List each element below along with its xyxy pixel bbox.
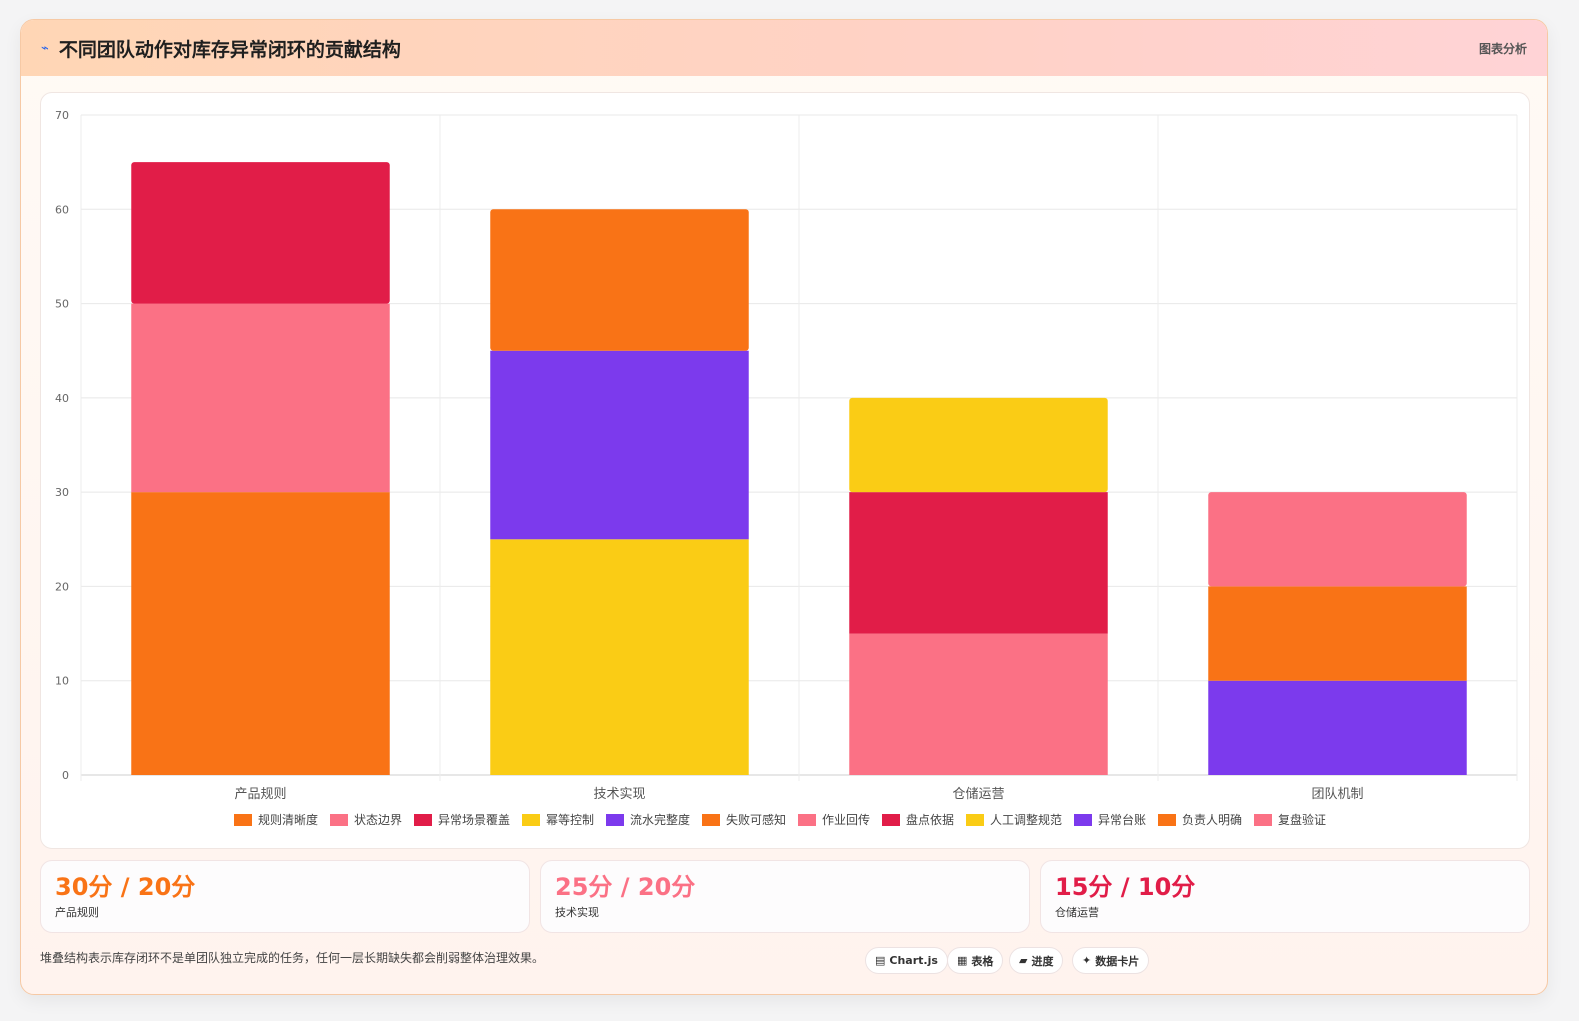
stat-label: 技术实现 (555, 906, 599, 919)
bar-segment (131, 303, 390, 493)
pill-data-cards[interactable]: ✦ 数据卡片 (1072, 947, 1150, 974)
page-title: 不同团队动作对库存异常闭环的贡献结构 (58, 38, 401, 61)
y-tick-label: 60 (55, 203, 69, 216)
x-tick-label: 产品规则 (234, 787, 286, 802)
analysis-panel: ⌁ 不同团队动作对库存异常闭环的贡献结构 图表分析 0 10 20 30 40 50 60 7… (20, 19, 1548, 995)
stat-value: 15分 / 10分 (1055, 873, 1196, 901)
pill-progress[interactable]: ▰ 进度 (1009, 947, 1064, 974)
y-tick-label: 0 (62, 769, 69, 782)
legend-label: 状态边界 (354, 813, 402, 827)
legend-label: 流水完整度 (630, 812, 690, 827)
bar-segment (1208, 586, 1467, 681)
bar-segment (849, 397, 1108, 493)
legend-label: 作业回传 (822, 812, 870, 827)
legend-swatch (234, 814, 252, 826)
chart-card: 0 10 20 30 40 50 60 70 产品规则 技术实现 仓储运营 团队机制规则清晰度 状态边界… (40, 92, 1530, 849)
bar-segment (1208, 680, 1467, 775)
legend-label: 幂等控制 (546, 813, 594, 827)
legend-label: 人工调整规范 (990, 812, 1062, 827)
bar-segment (1208, 492, 1467, 587)
stat-card-tech: 25分 / 20分 技术实现 (540, 860, 1030, 933)
chart-trend-icon: ⌁ (41, 40, 49, 56)
sparkle-icon: ✦ (1082, 954, 1092, 967)
pill-label: Chart.js (889, 954, 938, 967)
pill-chartjs[interactable]: ▤ Chart.js (865, 947, 948, 974)
stat-value: 30分 / 20分 (55, 873, 196, 901)
legend-swatch (606, 814, 624, 826)
x-tick-label: 团队机制 (1311, 787, 1363, 802)
pill-table[interactable]: ▦ 表格 (947, 947, 1004, 974)
legend-swatch (330, 814, 348, 826)
legend-swatch (966, 814, 984, 826)
legend-swatch (414, 814, 432, 826)
legend-label: 负责人明确 (1182, 813, 1242, 827)
y-tick-label: 10 (55, 675, 69, 688)
chart-icon: ▤ (875, 954, 886, 967)
y-tick-label: 50 (55, 298, 69, 311)
stat-label: 仓储运营 (1055, 906, 1099, 919)
stat-card-product: 30分 / 20分 产品规则 (40, 860, 530, 933)
legend-label: 盘点依据 (906, 812, 954, 827)
pill-label: 进度 (1031, 954, 1054, 968)
legend-swatch (702, 814, 720, 826)
stat-card-warehouse: 15分 / 10分 仓储运营 (1040, 860, 1530, 933)
bar-segment (131, 162, 390, 304)
x-tick-label: 技术实现 (593, 787, 645, 802)
legend-swatch (798, 814, 816, 826)
table-icon: ▦ (957, 954, 968, 967)
pill-label: 数据卡片 (1095, 954, 1140, 968)
legend-label: 异常台账 (1098, 812, 1146, 827)
progress-icon: ▰ (1019, 954, 1028, 967)
y-tick-label: 30 (55, 486, 69, 499)
legend-swatch (882, 814, 900, 826)
bar-segment (490, 350, 749, 540)
y-tick-label: 70 (55, 109, 69, 122)
bar-segment (490, 539, 749, 775)
legend-swatch (1254, 814, 1272, 826)
pill-label: 表格 (971, 954, 994, 968)
y-tick-label: 20 (55, 580, 69, 593)
footnote: 堆叠结构表示库存闭环不是单团队独立完成的任务，任何一层长期缺失都会削弱整体治理效… (40, 951, 545, 965)
legend-label: 规则清晰度 (258, 812, 318, 827)
legend-label: 复盘验证 (1278, 812, 1326, 827)
stat-label: 产品规则 (55, 906, 99, 919)
bar-segment (849, 633, 1108, 775)
bar-segment (131, 492, 390, 775)
bar-segment (849, 492, 1108, 634)
legend-swatch (522, 814, 540, 826)
legend-swatch (1074, 814, 1092, 826)
stat-value: 25分 / 20分 (555, 873, 696, 901)
chart-analysis-link[interactable]: 图表分析 (1478, 42, 1527, 56)
y-tick-label: 40 (55, 392, 69, 405)
legend-swatch (1158, 814, 1176, 826)
legend-label: 异常场景覆盖 (438, 813, 510, 827)
panel-header: ⌁ 不同团队动作对库存异常闭环的贡献结构 图表分析 (21, 20, 1547, 76)
legend-label: 失败可感知 (726, 812, 786, 827)
bar-segment (490, 209, 749, 351)
x-tick-label: 仓储运营 (952, 787, 1004, 802)
